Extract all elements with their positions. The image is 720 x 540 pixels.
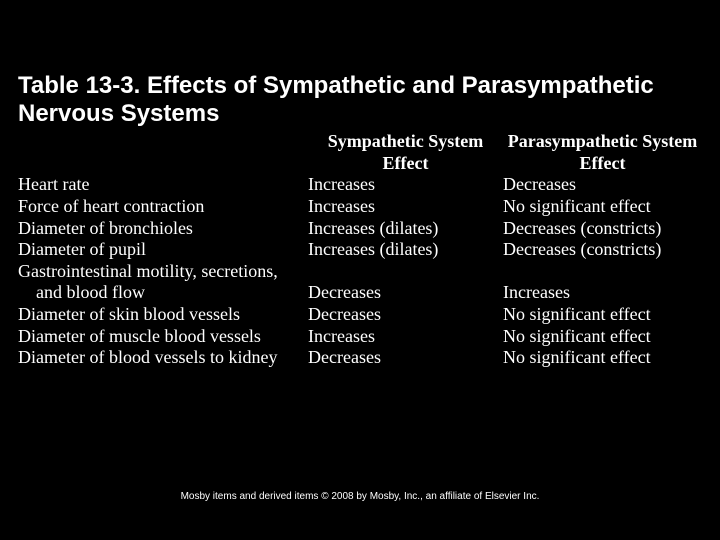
row-label: Force of heart contraction (18, 196, 308, 218)
row-symp (308, 261, 503, 283)
row-symp: Decreases (308, 304, 503, 326)
row-symp: Decreases (308, 347, 503, 369)
table-row: Diameter of muscle blood vessels Increas… (18, 326, 702, 348)
row-symp: Increases (308, 174, 503, 196)
table-row: Diameter of skin blood vessels Decreases… (18, 304, 702, 326)
row-label: Diameter of muscle blood vessels (18, 326, 308, 348)
row-para (503, 261, 702, 283)
row-label: Diameter of skin blood vessels (18, 304, 308, 326)
row-symp: Increases (dilates) (308, 218, 503, 240)
row-symp: Increases (dilates) (308, 239, 503, 261)
table-row: and blood flow Decreases Increases (18, 282, 702, 304)
row-para: Decreases (constricts) (503, 218, 702, 240)
row-symp: Increases (308, 326, 503, 348)
row-symp: Increases (308, 196, 503, 218)
row-label: Heart rate (18, 174, 308, 196)
table-row: Gastrointestinal motility, secretions, (18, 261, 702, 283)
row-para: No significant effect (503, 196, 702, 218)
row-para: Decreases (constricts) (503, 239, 702, 261)
row-para: Decreases (503, 174, 702, 196)
table-row: Heart rate Increases Decreases (18, 174, 702, 196)
header-sympathetic-l1: Sympathetic System (308, 131, 503, 153)
effects-table: Sympathetic System Parasympathetic Syste… (18, 131, 702, 369)
table-row: Force of heart contraction Increases No … (18, 196, 702, 218)
row-para: Increases (503, 282, 702, 304)
header-parasympathetic-l2: Effect (503, 153, 702, 175)
header-blank-2 (18, 153, 308, 175)
row-para: No significant effect (503, 326, 702, 348)
header-parasympathetic-l1: Parasympathetic System (503, 131, 702, 153)
row-label: Diameter of pupil (18, 239, 308, 261)
row-label-indented: and blood flow (18, 282, 308, 304)
table-title: Table 13-3. Effects of Sympathetic and P… (18, 72, 702, 127)
table-header-row-2: Effect Effect (18, 153, 702, 175)
slide: Table 13-3. Effects of Sympathetic and P… (0, 0, 720, 369)
header-blank (18, 131, 308, 153)
copyright-footer: Mosby items and derived items © 2008 by … (0, 491, 720, 502)
row-para: No significant effect (503, 304, 702, 326)
row-label: Gastrointestinal motility, secretions, (18, 261, 308, 283)
row-label: Diameter of bronchioles (18, 218, 308, 240)
table-row: Diameter of bronchioles Increases (dilat… (18, 218, 702, 240)
header-sympathetic-l2: Effect (308, 153, 503, 175)
table-header-row-1: Sympathetic System Parasympathetic Syste… (18, 131, 702, 153)
row-label: Diameter of blood vessels to kidney (18, 347, 308, 369)
row-symp: Decreases (308, 282, 503, 304)
row-para: No significant effect (503, 347, 702, 369)
table-row: Diameter of pupil Increases (dilates) De… (18, 239, 702, 261)
table-row: Diameter of blood vessels to kidney Decr… (18, 347, 702, 369)
